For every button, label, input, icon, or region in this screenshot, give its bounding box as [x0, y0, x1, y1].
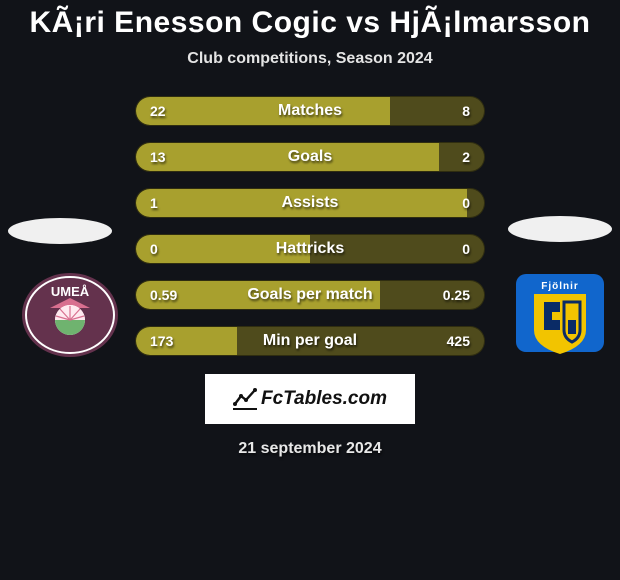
stat-value-left: 22 [150, 103, 166, 119]
stat-value-left: 173 [150, 333, 173, 349]
stat-row: Hattricks00 [135, 234, 485, 264]
stat-row: Goals per match0.590.25 [135, 280, 485, 310]
stat-bar-left-fill [136, 97, 390, 125]
stat-value-right: 425 [447, 333, 470, 349]
stat-value-left: 1 [150, 195, 158, 211]
stat-value-left: 13 [150, 149, 166, 165]
stat-bars: Matches228Goals132Assists10Hattricks00Go… [135, 96, 485, 356]
subtitle: Club competitions, Season 2024 [0, 50, 620, 68]
stat-value-right: 0.25 [443, 287, 470, 303]
club-crest-right: Fjölnir [510, 272, 610, 358]
stat-bar-left-fill [136, 189, 467, 217]
attribution-label: FcTables.com [233, 388, 387, 410]
stat-value-right: 8 [462, 103, 470, 119]
attribution-text: FcTables.com [261, 388, 387, 410]
comparison-body: UMEÅ Fjölnir [0, 96, 620, 356]
club-crest-left: UMEÅ [20, 272, 120, 358]
attribution-box: FcTables.com [205, 374, 415, 424]
stat-row: Min per goal173425 [135, 326, 485, 356]
stat-value-right: 0 [462, 241, 470, 257]
stat-row: Goals132 [135, 142, 485, 172]
flag-left-icon [8, 218, 112, 244]
svg-text:UMEÅ: UMEÅ [51, 284, 90, 299]
stat-value-right: 0 [462, 195, 470, 211]
stat-bar-left-fill [136, 143, 439, 171]
stat-value-left: 0.59 [150, 287, 177, 303]
svg-text:Fjölnir: Fjölnir [541, 281, 579, 292]
stat-bar-left-fill [136, 235, 310, 263]
stat-value-right: 2 [462, 149, 470, 165]
stat-row: Matches228 [135, 96, 485, 126]
snapshot-date: 21 september 2024 [0, 440, 620, 458]
chart-icon [233, 388, 257, 410]
page-title: KÃ¡ri Enesson Cogic vs HjÃ¡lmarsson [0, 6, 620, 40]
stat-value-left: 0 [150, 241, 158, 257]
stat-row: Assists10 [135, 188, 485, 218]
flag-right-icon [508, 216, 612, 242]
comparison-card: KÃ¡ri Enesson Cogic vs HjÃ¡lmarsson Club… [0, 0, 620, 580]
